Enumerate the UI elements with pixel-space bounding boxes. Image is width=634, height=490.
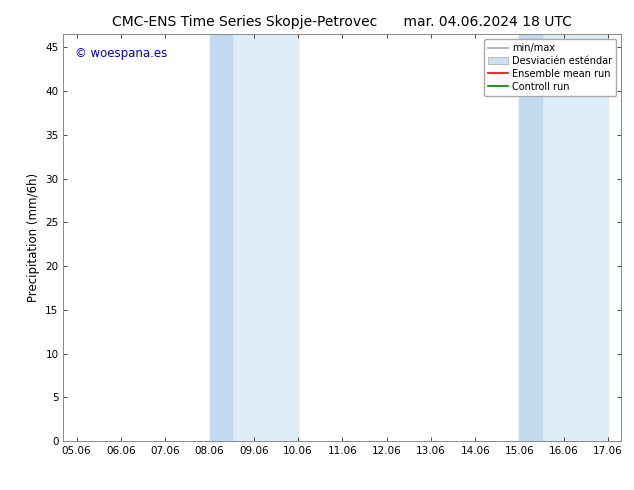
Bar xyxy=(209,34,298,441)
Legend: min/max, Desviacién esténdar, Ensemble mean run, Controll run: min/max, Desviacién esténdar, Ensemble m… xyxy=(484,39,616,96)
Bar xyxy=(209,34,231,441)
Bar xyxy=(519,34,608,441)
Y-axis label: Precipitation (mm/6h): Precipitation (mm/6h) xyxy=(27,173,40,302)
Bar xyxy=(519,34,541,441)
Title: CMC-ENS Time Series Skopje-Petrovec      mar. 04.06.2024 18 UTC: CMC-ENS Time Series Skopje-Petrovec mar.… xyxy=(112,15,573,29)
Text: © woespana.es: © woespana.es xyxy=(75,47,167,59)
